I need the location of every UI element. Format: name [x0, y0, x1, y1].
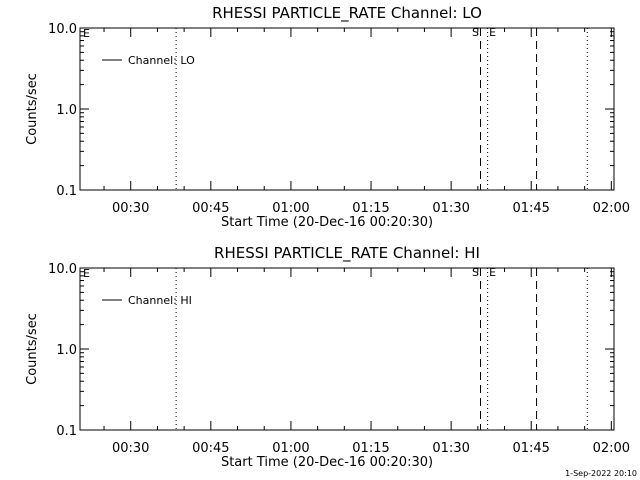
- x-tick-label: 01:15: [352, 441, 389, 456]
- y-axis-label: Counts/sec: [25, 73, 40, 145]
- x-axis-label: Start Time (20-Dec-16 00:20:30): [221, 455, 433, 470]
- x-tick-label: 01:45: [512, 441, 549, 456]
- x-tick-label: 01:00: [272, 201, 309, 216]
- y-tick-label: 10.0: [48, 262, 77, 277]
- chart-panel-0: RHESSI PARTICLE_RATE Channel: LO 0.1 1.0 10…: [25, 4, 630, 230]
- x-tick-label: 01:00: [272, 441, 309, 456]
- x-tick-label: 00:45: [192, 441, 229, 456]
- vline-label: E: [489, 266, 496, 279]
- legend-label: Channel: HI: [128, 294, 192, 307]
- x-tick-label: 02:00: [593, 201, 630, 216]
- x-tick-label: 00:45: [192, 201, 229, 216]
- x-tick-label: 02:00: [593, 441, 630, 456]
- vline-label: E: [489, 26, 496, 39]
- legend-label: Channel: LO: [128, 54, 195, 67]
- y-tick-label: 1.0: [56, 103, 77, 118]
- x-axis-label: Start Time (20-Dec-16 00:20:30): [221, 215, 433, 230]
- chart-title: RHESSI PARTICLE_RATE Channel: LO: [212, 4, 482, 23]
- chart-panel-1: RHESSI PARTICLE_RATE Channel: HI 0.1 1.0 10…: [25, 244, 630, 470]
- y-tick-label: 0.1: [56, 184, 77, 199]
- x-tick-label: 00:30: [112, 201, 149, 216]
- chart-title: RHESSI PARTICLE_RATE Channel: HI: [214, 244, 480, 263]
- x-tick-label: 01:30: [432, 201, 469, 216]
- y-tick-label: 0.1: [56, 424, 77, 439]
- x-tick-label: 01:30: [432, 441, 469, 456]
- chart-panels: RHESSI PARTICLE_RATE Channel: LO 0.1 1.0 10…: [25, 4, 630, 470]
- x-tick-label: 01:15: [352, 201, 389, 216]
- y-tick-label: 10.0: [48, 22, 77, 37]
- corner-label: E: [83, 267, 90, 280]
- corner-label: E: [83, 27, 90, 40]
- x-tick-label: 01:45: [512, 201, 549, 216]
- y-axis-label: Counts/sec: [25, 313, 40, 385]
- vline-label: S: [472, 26, 479, 39]
- y-tick-label: 1.0: [56, 343, 77, 358]
- footer-timestamp: 1-Sep-2022 20:10: [565, 469, 637, 478]
- x-tick-label: 00:30: [112, 441, 149, 456]
- vline-label: S: [472, 266, 479, 279]
